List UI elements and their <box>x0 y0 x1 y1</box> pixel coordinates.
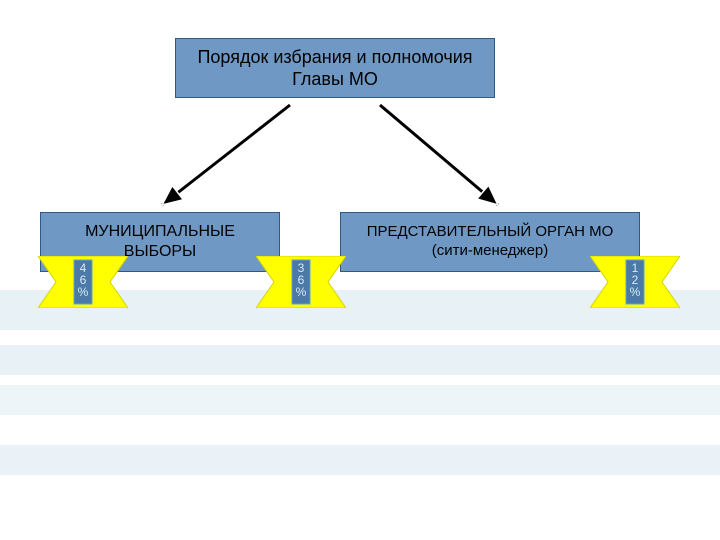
ribbon-char: % <box>296 286 307 298</box>
background-stripe <box>0 445 720 475</box>
arrow-right-line <box>380 105 498 205</box>
ribbon-badge: 36% <box>256 256 346 308</box>
arrow-left-line <box>162 105 290 205</box>
ribbon-char: % <box>78 286 89 298</box>
ribbon-badge: 46% <box>38 256 128 308</box>
background-stripe <box>0 345 720 375</box>
ribbon-badge: 12% <box>590 256 680 308</box>
arrow-right-head <box>477 185 498 205</box>
ribbon-value: 36% <box>296 262 307 298</box>
ribbon-char: % <box>630 286 641 298</box>
ribbon-value: 46% <box>78 262 89 298</box>
background-stripe <box>0 385 720 415</box>
box-top: Порядок избрания и полномочия Главы МО <box>175 38 495 98</box>
ribbon-value: 12% <box>630 262 641 298</box>
arrow-left-head <box>162 186 183 205</box>
